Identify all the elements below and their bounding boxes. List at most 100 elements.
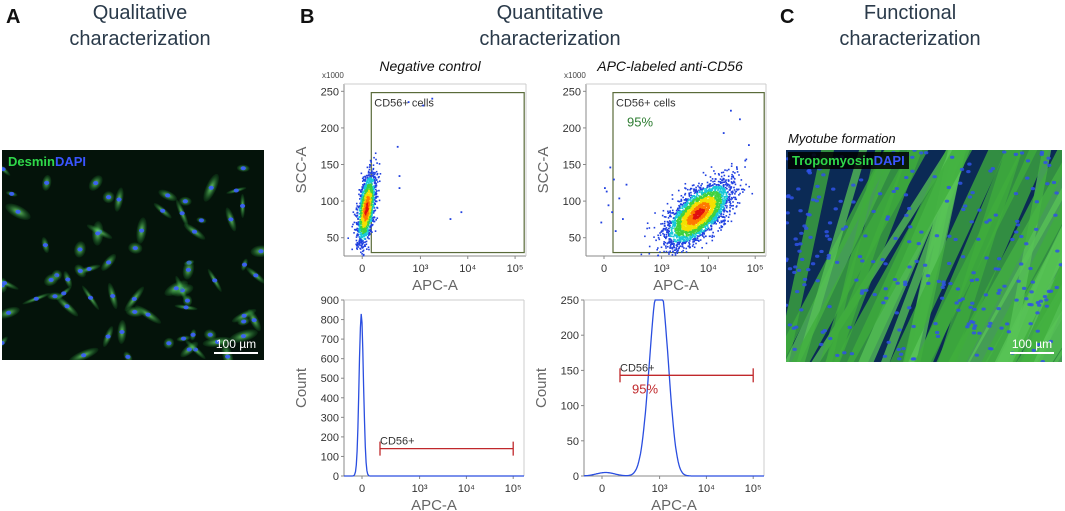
nucleus xyxy=(897,357,902,361)
scatter-point xyxy=(681,211,684,213)
scatter-point xyxy=(357,246,359,248)
scatter-point xyxy=(687,199,690,201)
scatter-point xyxy=(730,198,732,201)
scatter-point xyxy=(363,184,365,187)
scatter-point xyxy=(358,225,361,228)
scatter-point xyxy=(692,205,694,208)
scatter-point xyxy=(679,245,682,247)
scatter-point xyxy=(716,186,718,188)
scatter-point xyxy=(670,206,672,209)
nucleus xyxy=(65,277,71,282)
scatter-point xyxy=(682,229,684,232)
scatter-point xyxy=(706,217,709,219)
scatter-point xyxy=(355,202,358,205)
nucleus xyxy=(1025,176,1030,180)
scatter-point xyxy=(694,212,696,215)
scatter-point xyxy=(711,206,714,208)
scatter-point xyxy=(734,198,737,200)
scatter-point xyxy=(689,236,691,239)
scatter-point xyxy=(719,187,722,190)
scatter-point xyxy=(367,208,369,210)
scatter-point xyxy=(711,208,713,210)
scatter-point xyxy=(688,223,690,226)
scatter-point xyxy=(662,230,664,232)
scatter-point xyxy=(710,214,713,217)
scatter-point xyxy=(681,227,684,229)
y-tick-label: 250 xyxy=(321,86,339,98)
scatter-point xyxy=(702,209,704,212)
scatter-point xyxy=(361,244,363,247)
scatter-point xyxy=(709,235,711,238)
scatter-point xyxy=(673,238,675,241)
scatter-point xyxy=(738,194,740,196)
nucleus xyxy=(132,246,138,251)
scatter-point xyxy=(714,194,717,197)
myotube xyxy=(1028,310,1062,362)
nucleus xyxy=(935,334,941,338)
scatter-point xyxy=(709,185,711,188)
scatter-point xyxy=(720,195,723,198)
y-tick-label: 100 xyxy=(563,196,581,208)
scatter-point xyxy=(678,212,681,215)
scatter-point xyxy=(378,189,380,192)
scatter-point xyxy=(671,225,674,228)
scatter-point xyxy=(720,213,722,216)
scatter-point xyxy=(686,209,689,212)
scatter-point xyxy=(364,215,366,218)
scatter-point xyxy=(693,204,696,206)
scatter-point xyxy=(371,211,374,213)
nucleus xyxy=(1045,182,1050,186)
scatter-point xyxy=(362,227,364,230)
x-tick-label: 10⁴ xyxy=(458,483,475,495)
scatter-point xyxy=(678,242,681,245)
scatter-point xyxy=(707,204,709,207)
scatter-point xyxy=(735,206,738,208)
scatter-point xyxy=(676,229,678,232)
scatter-point xyxy=(698,191,701,194)
scatter-point xyxy=(668,234,670,237)
nucleus xyxy=(1014,298,1019,302)
scatter-point xyxy=(696,190,699,193)
scatter-point xyxy=(684,220,686,223)
scatter-point xyxy=(679,228,681,230)
scatter-point xyxy=(360,234,362,236)
nucleus xyxy=(926,281,931,285)
scatter-point xyxy=(676,250,678,253)
scatter-point xyxy=(707,209,710,211)
scatter-point xyxy=(728,213,731,216)
scatter-point xyxy=(366,190,369,192)
scatter-point xyxy=(667,210,669,213)
nucleus xyxy=(984,256,989,260)
scatter-point xyxy=(371,172,373,174)
panel-b-heading: Quantitative characterization xyxy=(440,0,660,52)
scatter-point xyxy=(691,206,693,209)
scatter-point xyxy=(665,250,668,253)
scatter-point xyxy=(375,179,378,181)
scatter-point xyxy=(742,188,744,191)
scatter-point xyxy=(367,229,369,232)
nucleus xyxy=(835,353,840,358)
scatter-point xyxy=(689,222,692,224)
scatter-point xyxy=(694,238,696,241)
nucleus xyxy=(794,242,799,247)
scatter-point xyxy=(361,213,364,216)
scatter-point xyxy=(691,215,694,217)
scatter-point xyxy=(672,220,674,222)
scatter-point xyxy=(677,241,680,244)
scatter-point xyxy=(668,215,671,217)
scatter-point xyxy=(684,213,687,216)
scatter-point xyxy=(718,184,720,187)
scatter-point xyxy=(378,163,381,165)
scatter-point xyxy=(694,215,697,217)
scatter-point xyxy=(347,237,350,239)
nucleus xyxy=(895,281,900,285)
scatter-point xyxy=(703,202,706,204)
scatter-point xyxy=(368,237,370,240)
scatter-point xyxy=(708,222,710,224)
scatter-point xyxy=(715,214,718,216)
scatter-point xyxy=(708,196,711,198)
scatter-point xyxy=(672,251,674,253)
scatter-point xyxy=(718,211,720,214)
nucleus xyxy=(897,328,902,332)
scatter-point xyxy=(689,187,692,190)
